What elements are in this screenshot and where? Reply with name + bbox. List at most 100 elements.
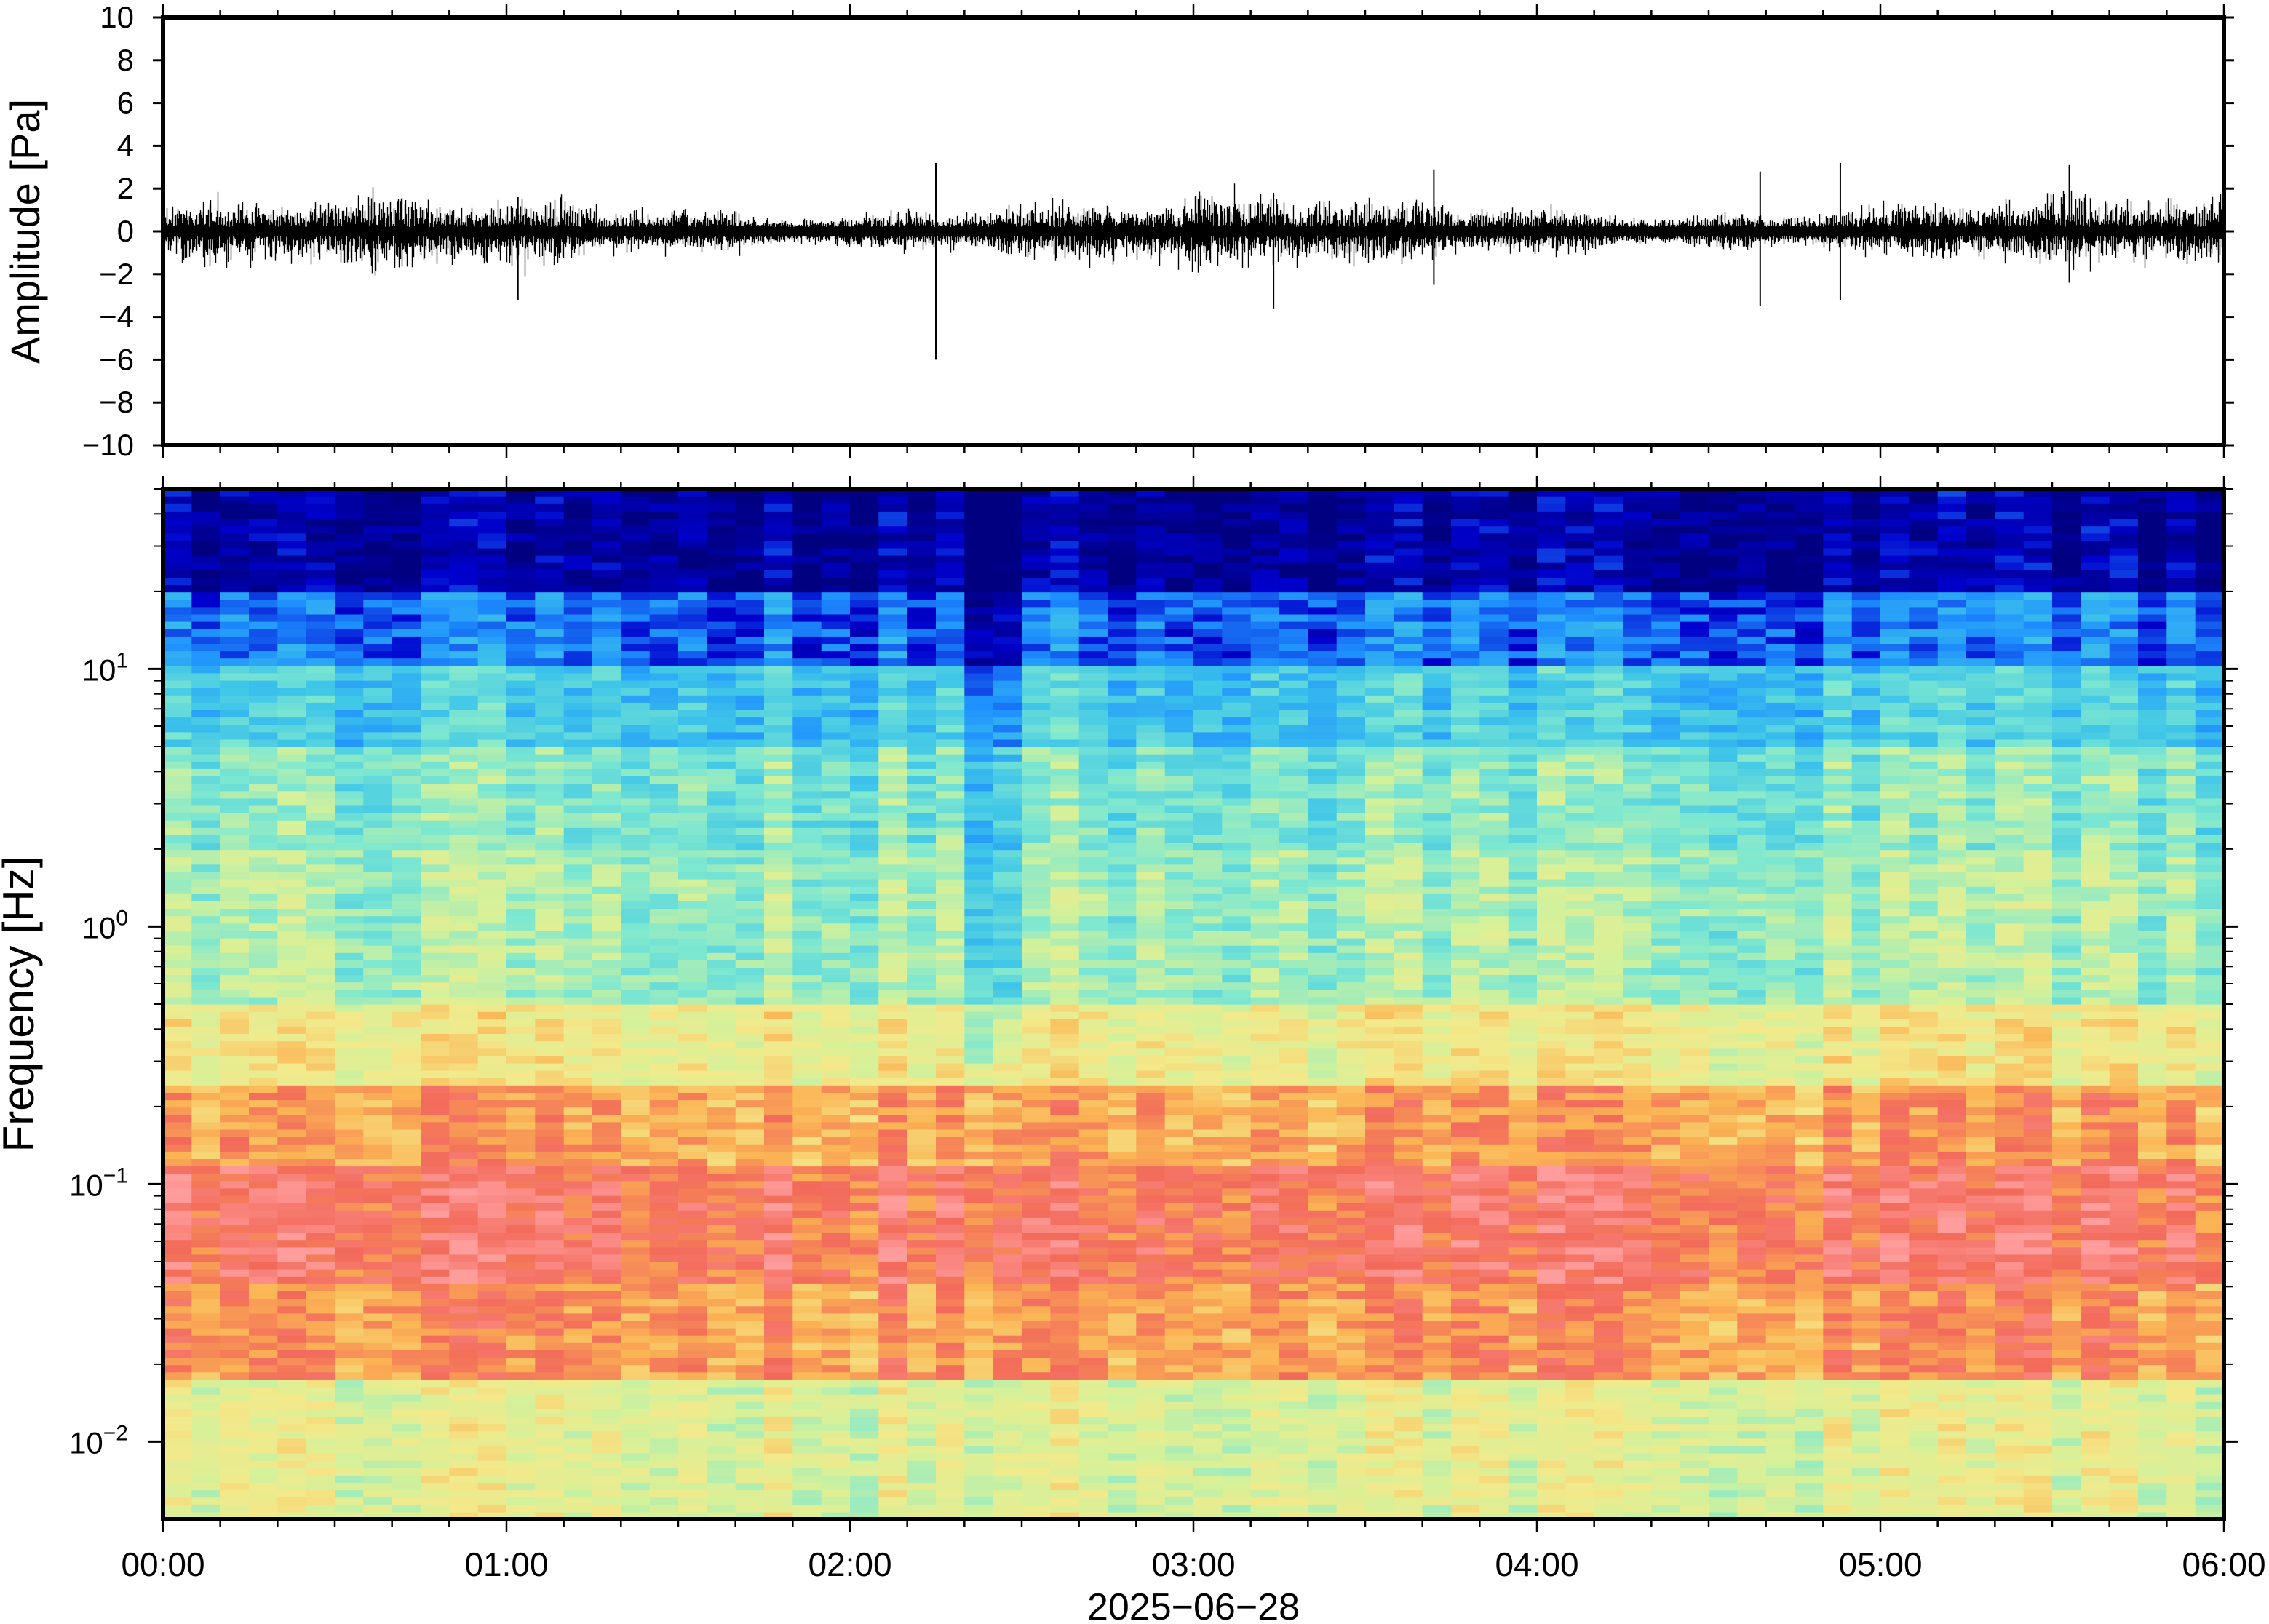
spectrogram-cell <box>163 768 192 776</box>
spectrogram-cell <box>563 864 593 872</box>
spectrogram-cell <box>363 503 393 512</box>
spectrogram-cell <box>1078 1430 1108 1439</box>
spectrogram-cell <box>220 1372 250 1380</box>
spectrogram-cell <box>421 511 450 519</box>
spectrogram-cell <box>678 717 707 725</box>
spectrogram-cell <box>707 496 736 504</box>
spectrogram-cell <box>535 1232 565 1241</box>
spectrogram-cell <box>563 827 593 835</box>
spectrogram-cell <box>764 717 793 725</box>
spectrogram-cell <box>449 923 479 931</box>
spectrogram-cell <box>249 1173 278 1182</box>
spectrogram-cell <box>335 849 364 858</box>
spectrogram-cell <box>649 1430 679 1439</box>
spectrogram-cell <box>1136 709 1166 718</box>
spectrogram-cell <box>1022 967 1051 976</box>
spectrogram-cell <box>306 930 335 939</box>
spectrogram-cell <box>649 1195 679 1203</box>
spectrogram-cell <box>449 1468 479 1476</box>
spectrogram-cell <box>449 1055 479 1064</box>
spectrogram-cell <box>363 923 393 931</box>
spectrogram-cell <box>649 960 679 968</box>
spectrogram-cell <box>506 908 536 917</box>
spectrogram-cell <box>363 1468 393 1476</box>
spectrogram-cell <box>277 945 307 953</box>
spectrogram-cell <box>1050 1121 1080 1130</box>
spectrogram-cell <box>1050 901 1080 909</box>
spectrogram-cell <box>163 952 192 960</box>
spectrogram-cell <box>707 915 736 924</box>
spectrogram-cell <box>649 797 679 806</box>
spectrogram-cell <box>563 650 593 659</box>
spectrogram-cell <box>850 1033 879 1042</box>
spectrogram-cell <box>592 1040 621 1049</box>
spectrogram-cell <box>850 835 879 843</box>
spectrogram-cell <box>764 540 793 549</box>
spectrogram-cell <box>1022 1482 1051 1491</box>
spectrogram-cell <box>993 1328 1022 1336</box>
spectrogram-cell <box>1136 1158 1166 1167</box>
spectrogram-cell <box>1108 658 1137 666</box>
spectrogram-cell <box>936 1004 965 1012</box>
spectrogram-cell <box>363 1386 393 1395</box>
spectrogram-cell <box>1108 1453 1137 1461</box>
spectrogram-cell <box>964 717 994 725</box>
spectrogram-cell <box>993 1121 1022 1130</box>
spectrogram-cell <box>535 1062 565 1071</box>
spectrogram-cell <box>621 805 651 813</box>
spectrogram-cell <box>764 805 793 813</box>
spectrogram-cell <box>220 915 250 924</box>
spectrogram-cell <box>563 739 593 747</box>
spectrogram-cell <box>421 1099 450 1108</box>
spectrogram-cell <box>621 1026 651 1034</box>
spectrogram-cell <box>335 974 364 983</box>
spectrogram-cell <box>792 849 822 858</box>
spectrogram-cell <box>792 489 822 497</box>
spectrogram-cell <box>678 1239 707 1248</box>
spectrogram-cell <box>907 813 937 821</box>
spectrogram-cell <box>821 665 851 674</box>
spectrogram-cell <box>1136 864 1166 872</box>
spectrogram-cell <box>907 1416 937 1425</box>
spectrogram-cell <box>392 1453 421 1461</box>
spectrogram-cell <box>306 1335 335 1343</box>
spectrogram-cell <box>220 709 250 718</box>
spectrogram-cell <box>621 1033 651 1042</box>
spectrogram-cell <box>964 1416 994 1425</box>
spectrogram-cell <box>249 562 278 570</box>
spectrogram-cell <box>621 1187 651 1196</box>
spectrogram-cell <box>993 915 1022 924</box>
spectrogram-cell <box>449 813 479 821</box>
spectrogram-cell <box>306 1203 335 1211</box>
spectrogram-cell <box>707 761 736 769</box>
spectrogram-cell <box>249 643 278 652</box>
spectrogram-cell <box>477 1137 507 1145</box>
spectrogram-cell <box>993 1158 1022 1167</box>
spectrogram-cell <box>678 820 707 828</box>
spectrogram-cell <box>1136 1151 1166 1159</box>
spectrogram-cell <box>735 1511 765 1520</box>
spectrogram-cell <box>735 695 765 703</box>
spectrogram-cell <box>335 761 364 769</box>
spectrogram-cell <box>1022 1276 1051 1284</box>
spectrogram-cell <box>363 1078 393 1086</box>
spectrogram-cell <box>621 658 651 666</box>
spectrogram-cell <box>191 827 221 835</box>
spectrogram-cell <box>1078 518 1108 527</box>
spectrogram-cell <box>964 797 994 806</box>
spectrogram-cell <box>220 835 250 843</box>
spectrogram-cell <box>1050 650 1080 659</box>
spectrogram-cell <box>621 1107 651 1115</box>
spectrogram-cell <box>1050 1225 1080 1233</box>
spectrogram-cell <box>1050 1254 1080 1262</box>
spectrogram-cell <box>678 1158 707 1167</box>
spectrogram-cell <box>878 533 908 541</box>
spectrogram-cell <box>163 1195 192 1203</box>
spectrogram-cell <box>1022 650 1051 659</box>
spectrogram-cell <box>792 1364 822 1373</box>
spectrogram-cell <box>449 1187 479 1196</box>
spectrogram-cell <box>535 1254 565 1262</box>
spectrogram-cell <box>764 636 793 644</box>
spectrogram-cell <box>649 1409 679 1417</box>
